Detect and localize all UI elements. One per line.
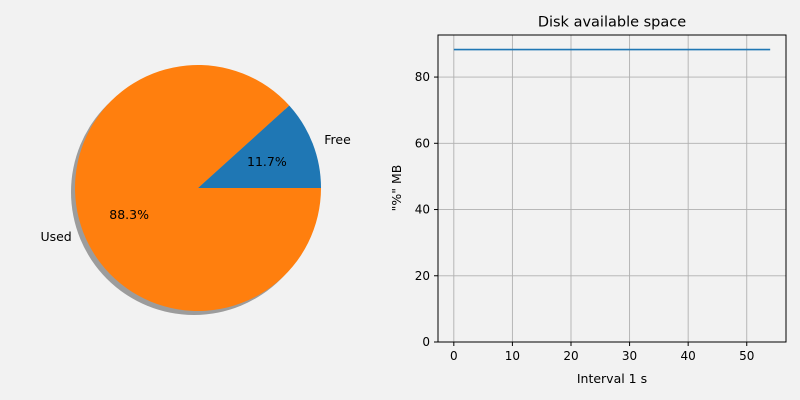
pie-pct-free: 11.7%: [247, 154, 287, 169]
x-axis-label: Interval 1 s: [577, 371, 647, 386]
y-tick-label: 60: [415, 136, 430, 150]
pie-chart: Free 11.7% Used 88.3%: [40, 65, 351, 315]
y-tick-label: 40: [415, 203, 430, 217]
y-tick-label: 0: [422, 335, 430, 349]
pie-label-free: Free: [324, 132, 351, 147]
x-tick-label: 50: [739, 349, 754, 363]
y-axis-label: "%" MB: [389, 165, 404, 212]
line-chart: Disk available space Interval 1 s "%" MB…: [389, 15, 787, 386]
y-tick-label: 20: [415, 269, 430, 283]
line-chart-title: Disk available space: [538, 15, 686, 31]
x-tick-label: 40: [681, 349, 696, 363]
x-tick-label: 0: [450, 349, 458, 363]
pie-label-used: Used: [40, 229, 71, 244]
pie-slice-free: [198, 105, 321, 188]
pie-pct-used: 88.3%: [109, 207, 149, 222]
x-tick-label: 30: [622, 349, 637, 363]
x-tick-label: 20: [563, 349, 578, 363]
x-tick-label: 10: [505, 349, 520, 363]
y-tick-label: 80: [415, 70, 430, 84]
pie-slice-used: [75, 65, 321, 311]
plot-frame: [437, 34, 787, 343]
